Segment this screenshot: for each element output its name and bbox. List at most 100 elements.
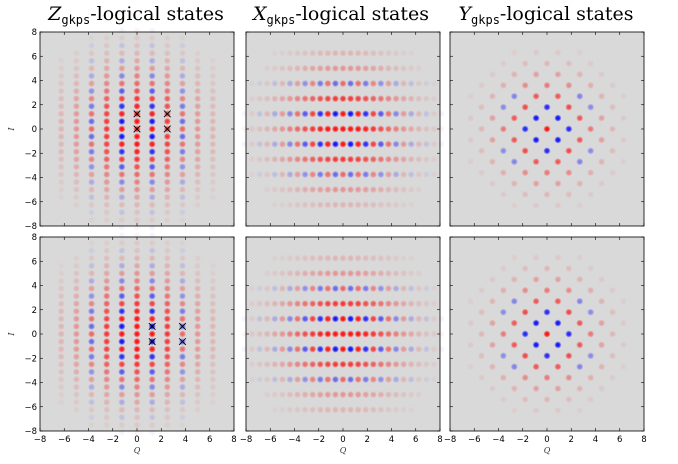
x-tick-label: −2 xyxy=(312,435,325,445)
positive-peak xyxy=(407,186,415,194)
positive-peak xyxy=(263,330,271,338)
positive-peak xyxy=(384,391,393,399)
positive-peak xyxy=(263,125,271,133)
positive-peak xyxy=(286,300,294,308)
negative-peak xyxy=(301,140,309,148)
negative-peak xyxy=(87,292,96,300)
negative-peak xyxy=(87,102,96,110)
negative-peak xyxy=(422,79,430,88)
positive-peak xyxy=(309,269,317,277)
negative-peak xyxy=(178,178,187,186)
positive-peak xyxy=(346,201,355,209)
positive-peak xyxy=(293,64,302,72)
negative-peak xyxy=(178,307,187,315)
positive-peak xyxy=(263,155,271,163)
x-tick-label: 4 xyxy=(183,435,188,445)
positive-peak xyxy=(194,148,202,156)
positive-peak xyxy=(103,102,111,110)
positive-peak xyxy=(369,79,377,88)
negative-peak xyxy=(118,178,126,186)
positive-peak xyxy=(293,201,302,209)
positive-peak xyxy=(209,330,217,338)
positive-peak xyxy=(133,413,141,421)
positive-peak xyxy=(316,330,324,338)
positive-peak xyxy=(354,345,362,353)
negative-peak xyxy=(271,345,279,353)
positive-peak xyxy=(324,140,332,148)
positive-peak xyxy=(407,49,415,57)
positive-peak xyxy=(148,186,156,194)
negative-peak xyxy=(87,148,96,156)
positive-peak xyxy=(87,201,96,209)
negative-peak xyxy=(178,383,187,391)
negative-peak xyxy=(148,193,156,201)
positive-peak xyxy=(103,413,111,421)
positive-peak xyxy=(488,136,497,144)
positive-peak xyxy=(133,186,141,194)
positive-peak xyxy=(133,307,141,315)
positive-peak xyxy=(103,79,111,88)
negative-peak xyxy=(521,330,529,338)
positive-peak xyxy=(118,49,126,57)
positive-peak xyxy=(133,391,141,399)
positive-peak xyxy=(608,103,617,111)
negative-peak xyxy=(346,375,355,384)
negative-peak xyxy=(178,368,187,376)
negative-peak xyxy=(301,79,309,88)
positive-peak xyxy=(339,64,347,72)
positive-peak xyxy=(384,284,393,293)
positive-peak xyxy=(57,102,65,110)
positive-peak xyxy=(499,395,507,404)
positive-peak xyxy=(103,330,111,338)
negative-peak xyxy=(377,110,385,118)
positive-peak xyxy=(263,345,271,353)
positive-peak xyxy=(278,49,286,57)
positive-peak xyxy=(309,406,317,414)
positive-peak xyxy=(57,383,65,391)
positive-peak xyxy=(263,360,271,368)
positive-peak xyxy=(331,391,340,399)
positive-peak xyxy=(118,269,126,277)
negative-peak xyxy=(178,148,187,156)
negative-peak xyxy=(286,110,294,118)
positive-peak xyxy=(362,269,370,277)
negative-peak xyxy=(331,170,340,179)
negative-peak xyxy=(271,79,279,88)
positive-peak xyxy=(133,34,141,42)
positive-peak xyxy=(597,179,606,188)
positive-peak xyxy=(163,193,171,201)
positive-peak xyxy=(316,125,324,133)
positive-peak xyxy=(148,421,156,429)
positive-peak xyxy=(163,353,171,361)
positive-peak xyxy=(209,140,217,148)
positive-peak xyxy=(57,300,65,308)
negative-peak xyxy=(118,292,126,300)
positive-peak xyxy=(148,201,156,209)
positive-peak xyxy=(430,170,438,179)
column-titles: Zgkps-logical states Xgkps-logical state… xyxy=(47,3,633,27)
positive-peak xyxy=(521,147,529,155)
negative-peak xyxy=(362,284,370,293)
negative-peak xyxy=(301,284,309,293)
negative-peak xyxy=(271,170,279,179)
positive-peak xyxy=(87,360,96,368)
positive-peak xyxy=(324,49,332,57)
positive-peak xyxy=(400,140,408,148)
positive-peak xyxy=(118,110,126,118)
positive-peak xyxy=(163,186,171,194)
positive-peak xyxy=(278,254,286,262)
y-tick-label: 6 xyxy=(32,257,37,267)
positive-peak xyxy=(467,319,475,327)
positive-peak xyxy=(377,254,385,262)
negative-peak xyxy=(392,110,400,118)
positive-peak xyxy=(163,406,171,414)
positive-peak xyxy=(57,269,65,277)
positive-peak xyxy=(194,95,202,103)
negative-peak xyxy=(118,353,126,361)
negative-peak xyxy=(118,368,126,376)
positive-peak xyxy=(576,179,584,188)
positive-peak xyxy=(209,72,217,80)
positive-peak xyxy=(293,79,302,88)
panel-frame xyxy=(245,31,441,227)
